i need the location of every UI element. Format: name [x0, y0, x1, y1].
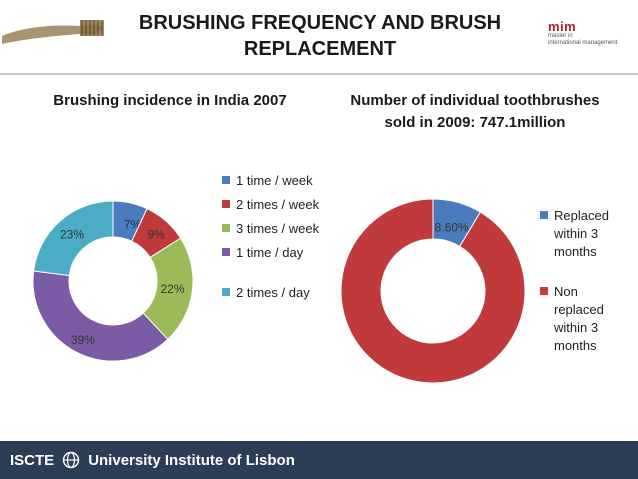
slice-data-label: 8.60%: [435, 221, 469, 235]
legend-item: 3 times / week: [222, 220, 332, 238]
legend-swatch: [222, 248, 230, 256]
footer-bar: ISCTE University Institute of Lisbon: [0, 441, 638, 479]
legend-item: 2 times / week: [222, 196, 332, 214]
left-chart-title: Brushing incidence in India 2007: [53, 92, 287, 109]
legend-swatch: [222, 224, 230, 232]
legend-label: 3 times / week: [236, 221, 320, 236]
slice-data-label: 23%: [60, 227, 84, 241]
donut-slice: [340, 198, 526, 384]
toothbrush-image: [2, 20, 104, 44]
legend-item: Replaced within 3 months: [540, 207, 630, 261]
left-legend: 1 time / week 2 times / week 3 times / w…: [222, 172, 332, 308]
legend-swatch: [540, 287, 548, 295]
mim-logo: mim master in international management: [548, 20, 628, 60]
legend-swatch: [222, 288, 230, 296]
legend-item: 2 times / day: [222, 284, 332, 302]
footer-brand: ISCTE University Institute of Lisbon: [0, 451, 295, 469]
legend-label: Non replaced within 3 months: [554, 284, 604, 353]
legend-label: 1 time / week: [236, 173, 313, 188]
right-legend: Replaced within 3 months Non replaced wi…: [540, 207, 630, 355]
slice-data-label: 7%: [124, 217, 142, 231]
footer-brand-name: ISCTE: [10, 451, 55, 469]
footer-label: University Institute of Lisbon: [88, 451, 295, 469]
slice-data-label: 9%: [147, 227, 165, 241]
mim-logo-sub-1: master in: [548, 33, 573, 39]
legend-swatch: [222, 176, 230, 184]
legend-item: Non replaced within 3 months: [540, 283, 630, 355]
slice-data-label: 39%: [71, 333, 95, 347]
legend-label: 1 time / day: [236, 245, 304, 260]
mim-logo-mark: mim: [548, 19, 577, 34]
donut-slice: [33, 200, 114, 277]
brushing-incidence-donut: 7% 9% 22% 39% 23%: [32, 200, 194, 362]
header-divider: [0, 73, 638, 75]
page-title: BRUSHING FREQUENCY AND BRUSH REPLACEMENT: [138, 12, 502, 60]
slice-data-label: 22%: [160, 282, 184, 296]
legend-item: 1 time / week: [222, 172, 332, 190]
mim-logo-sub-2: international management: [548, 40, 618, 46]
toothbrush-replacement-donut: 8.60%91.40%: [340, 198, 526, 384]
legend-swatch: [222, 200, 230, 208]
right-chart-title: Number of individual toothbrushes sold i…: [350, 92, 600, 131]
donut-slice: [32, 270, 169, 362]
legend-swatch: [540, 211, 548, 219]
legend-label: 2 times / day: [236, 285, 310, 300]
globe-icon: [62, 451, 80, 469]
legend-label: 2 times / week: [236, 197, 320, 212]
legend-label: Replaced within 3 months: [554, 208, 609, 259]
legend-item: 1 time / day: [222, 244, 332, 262]
